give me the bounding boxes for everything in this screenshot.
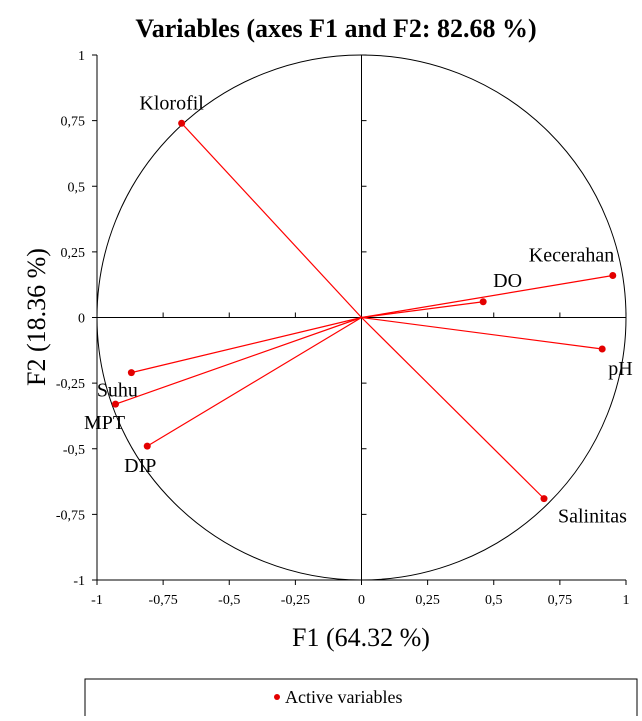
x-tick-label: 0,5 (485, 593, 503, 608)
x-tick-label: -0,75 (149, 593, 178, 608)
variable-point (540, 495, 548, 503)
vector-line (361, 274, 613, 319)
y-tick-label: 0 (78, 312, 85, 327)
x-tick-label: -0,5 (218, 593, 240, 608)
variable-label: Kecerahan (529, 245, 615, 267)
variable-point (112, 400, 120, 408)
x-axis-label: F1 (64.32 %) (292, 623, 430, 652)
vector-line (361, 317, 545, 500)
variable-label: Salinitas (558, 506, 627, 528)
variable-point (609, 272, 617, 279)
variable-point (127, 369, 135, 377)
y-tick-label: 0,25 (61, 246, 86, 261)
vector-line (361, 301, 484, 319)
variable-point (178, 119, 186, 127)
y-tick-label: -0,5 (63, 443, 85, 458)
variable-label: Suhu (97, 380, 138, 402)
y-tick-label: 0,75 (61, 115, 86, 130)
x-tick-label: 0 (358, 593, 365, 608)
legend: Active variables (84, 678, 638, 721)
variable-label: DO (493, 270, 522, 292)
vector-line (115, 316, 362, 405)
variable-label: MPT (84, 412, 125, 434)
y-tick-label: 1 (78, 49, 85, 64)
variable-label: Klorofil (139, 92, 204, 114)
variable-point (143, 442, 151, 450)
vector-line (146, 316, 362, 447)
x-tick-label: -1 (91, 593, 103, 608)
x-tick-label: 0,25 (415, 593, 440, 608)
x-tick-label: -0,25 (281, 593, 310, 608)
y-tick-label: 0,5 (68, 180, 86, 195)
legend-box (84, 678, 638, 721)
y-axis-label: F2 (18.36 %) (22, 248, 51, 386)
x-tick-label: 0,75 (548, 593, 573, 608)
chart-title: Variables (axes F1 and F2: 82.68 %) (135, 14, 536, 43)
y-tick-label: -0,25 (56, 377, 85, 392)
variable-point (598, 345, 606, 353)
vector-line (361, 316, 603, 350)
variable-point (479, 298, 487, 306)
legend-entry-label: Active variables (285, 687, 402, 707)
vector-line (181, 122, 362, 318)
plot-area: -1 -0,75 -0,5 -0,25 0 0,25 0,5 0,75 1 -1 -0,75 -0,5… (56, 49, 633, 608)
vector-line (131, 316, 362, 374)
x-tick-label: 1 (623, 593, 630, 608)
y-tick-label: -0,75 (56, 508, 85, 523)
legend-marker (274, 694, 280, 700)
y-tick-label: -1 (73, 574, 85, 589)
variable-label: pH (608, 358, 632, 380)
variable-label: DIP (124, 455, 156, 477)
